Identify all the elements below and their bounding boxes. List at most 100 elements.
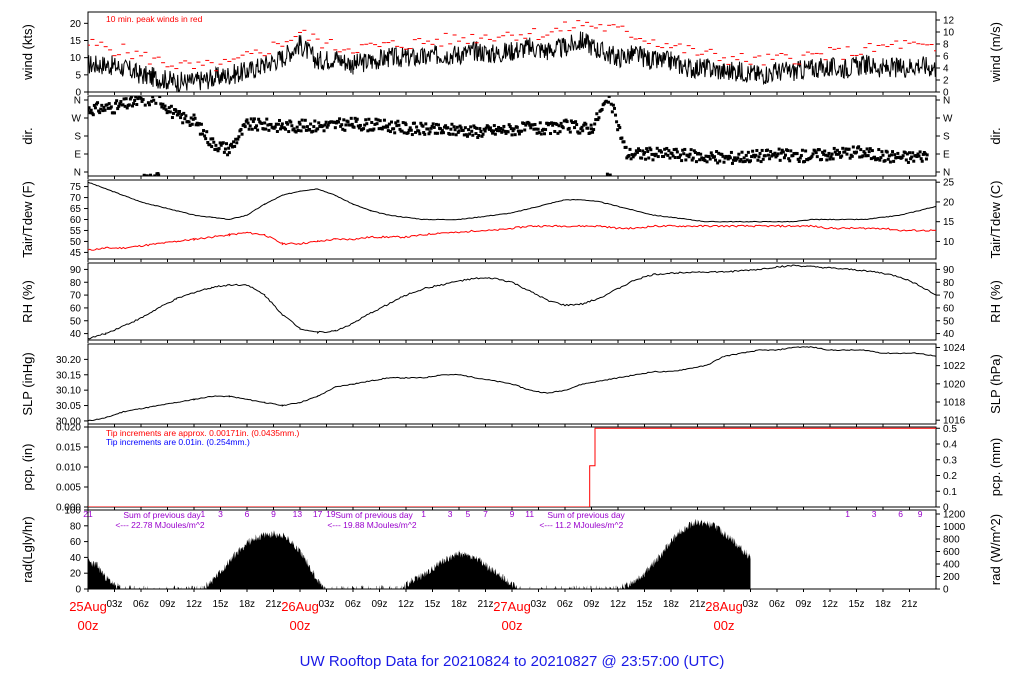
direction-point: [386, 125, 390, 129]
direction-point: [119, 100, 123, 104]
direction-point: [468, 132, 472, 136]
hour-label: 15z: [424, 599, 440, 610]
direction-point: [394, 121, 398, 125]
direction-point: [289, 120, 293, 124]
daily-sum-value: <--- 19.88 MJoules/m^2: [327, 520, 417, 530]
direction-point: [492, 124, 496, 128]
direction-point: [780, 148, 784, 152]
direction-point: [446, 126, 450, 130]
direction-point: [250, 127, 254, 131]
left-tick-label: 30.15: [56, 370, 81, 381]
direction-point: [777, 147, 781, 151]
direction-point: [900, 155, 904, 159]
direction-point: [612, 106, 616, 110]
direction-point: [128, 97, 132, 101]
right-tick-label: N: [943, 96, 950, 107]
direction-point: [101, 109, 105, 113]
direction-point: [380, 127, 384, 131]
direction-point: [742, 156, 746, 160]
direction-point: [422, 131, 426, 135]
direction-point: [886, 157, 890, 161]
direction-point: [441, 131, 445, 135]
direction-point: [473, 126, 477, 130]
direction-point: [761, 157, 765, 161]
radiation-area: [204, 585, 206, 589]
direction-point: [223, 147, 227, 151]
direction-point: [909, 157, 913, 161]
left-tick-label: 10: [70, 53, 82, 64]
direction-point: [675, 150, 679, 154]
wind-right-axis-label: wind (m/s): [988, 22, 1003, 83]
direction-point: [195, 121, 199, 125]
direction-point: [857, 145, 861, 149]
direction-point: [868, 147, 872, 151]
direction-point: [903, 151, 907, 155]
direction-point: [565, 120, 569, 124]
direction-point: [158, 96, 162, 99]
right-tick-label: 50: [943, 316, 955, 327]
direction-point: [388, 130, 392, 134]
direction-point: [643, 151, 646, 155]
radiation-area: [361, 585, 364, 589]
direction-point: [733, 156, 737, 160]
direction-point: [841, 146, 845, 150]
direction-point: [453, 128, 457, 132]
direction-point: [346, 120, 350, 124]
direction-point: [153, 174, 157, 176]
direction-point: [376, 118, 380, 122]
direction-point: [276, 122, 280, 126]
direction-point: [923, 152, 927, 156]
hour-label: 06z: [133, 599, 149, 610]
direction-point: [532, 127, 536, 131]
hour-label: 21z: [265, 599, 281, 610]
direction-point: [296, 128, 300, 132]
direction-point: [206, 141, 210, 145]
day-time-label: 00z: [290, 618, 311, 633]
direction-point: [824, 153, 828, 157]
direction-point: [674, 147, 678, 151]
direction-point: [197, 122, 201, 126]
direction-point: [795, 152, 799, 156]
right-tick-label: 0: [943, 88, 949, 99]
direction-point: [249, 117, 253, 121]
direction-point: [555, 122, 559, 126]
direction-point: [651, 158, 655, 162]
direction-point: [831, 157, 835, 161]
direction-point: [115, 99, 119, 103]
right-tick-label: 1200: [943, 510, 966, 521]
direction-point: [222, 150, 226, 154]
left-tick-label: N: [74, 96, 81, 107]
left-tick-label: 65: [70, 204, 82, 215]
direction-point: [697, 151, 701, 155]
hour-label: 06z: [769, 599, 785, 610]
temperature-panel: Tair/Tdew (F) Tair/Tdew (C) 45505560657075…: [20, 178, 1003, 262]
day-time-label: 00z: [502, 618, 523, 633]
hour-label: 09z: [159, 599, 175, 610]
hour-label: 21z: [901, 599, 917, 610]
direction-point: [862, 150, 866, 154]
radiation-area: [584, 587, 585, 589]
direction-point: [209, 137, 213, 141]
direction-point: [855, 150, 858, 154]
direction-point: [811, 152, 815, 156]
direction-point: [257, 117, 261, 121]
hour-label: 09z: [795, 599, 811, 610]
direction-point: [88, 111, 92, 115]
direction-point: [876, 157, 880, 161]
direction-point: [264, 127, 268, 131]
right-tick-label: 200: [943, 572, 960, 583]
direction-point: [122, 97, 126, 101]
direction-point: [835, 148, 839, 152]
direction-point: [775, 154, 779, 158]
direction-point: [102, 105, 106, 109]
direction-point: [683, 147, 687, 151]
direction-point: [604, 99, 608, 103]
direction-point: [836, 152, 840, 156]
direction-point: [216, 149, 220, 153]
direction-point: [103, 108, 107, 112]
direction-point: [813, 149, 817, 153]
direction-point: [847, 147, 851, 151]
direction-point: [179, 116, 183, 120]
direction-point: [689, 148, 693, 152]
radiation-area: [586, 585, 588, 589]
